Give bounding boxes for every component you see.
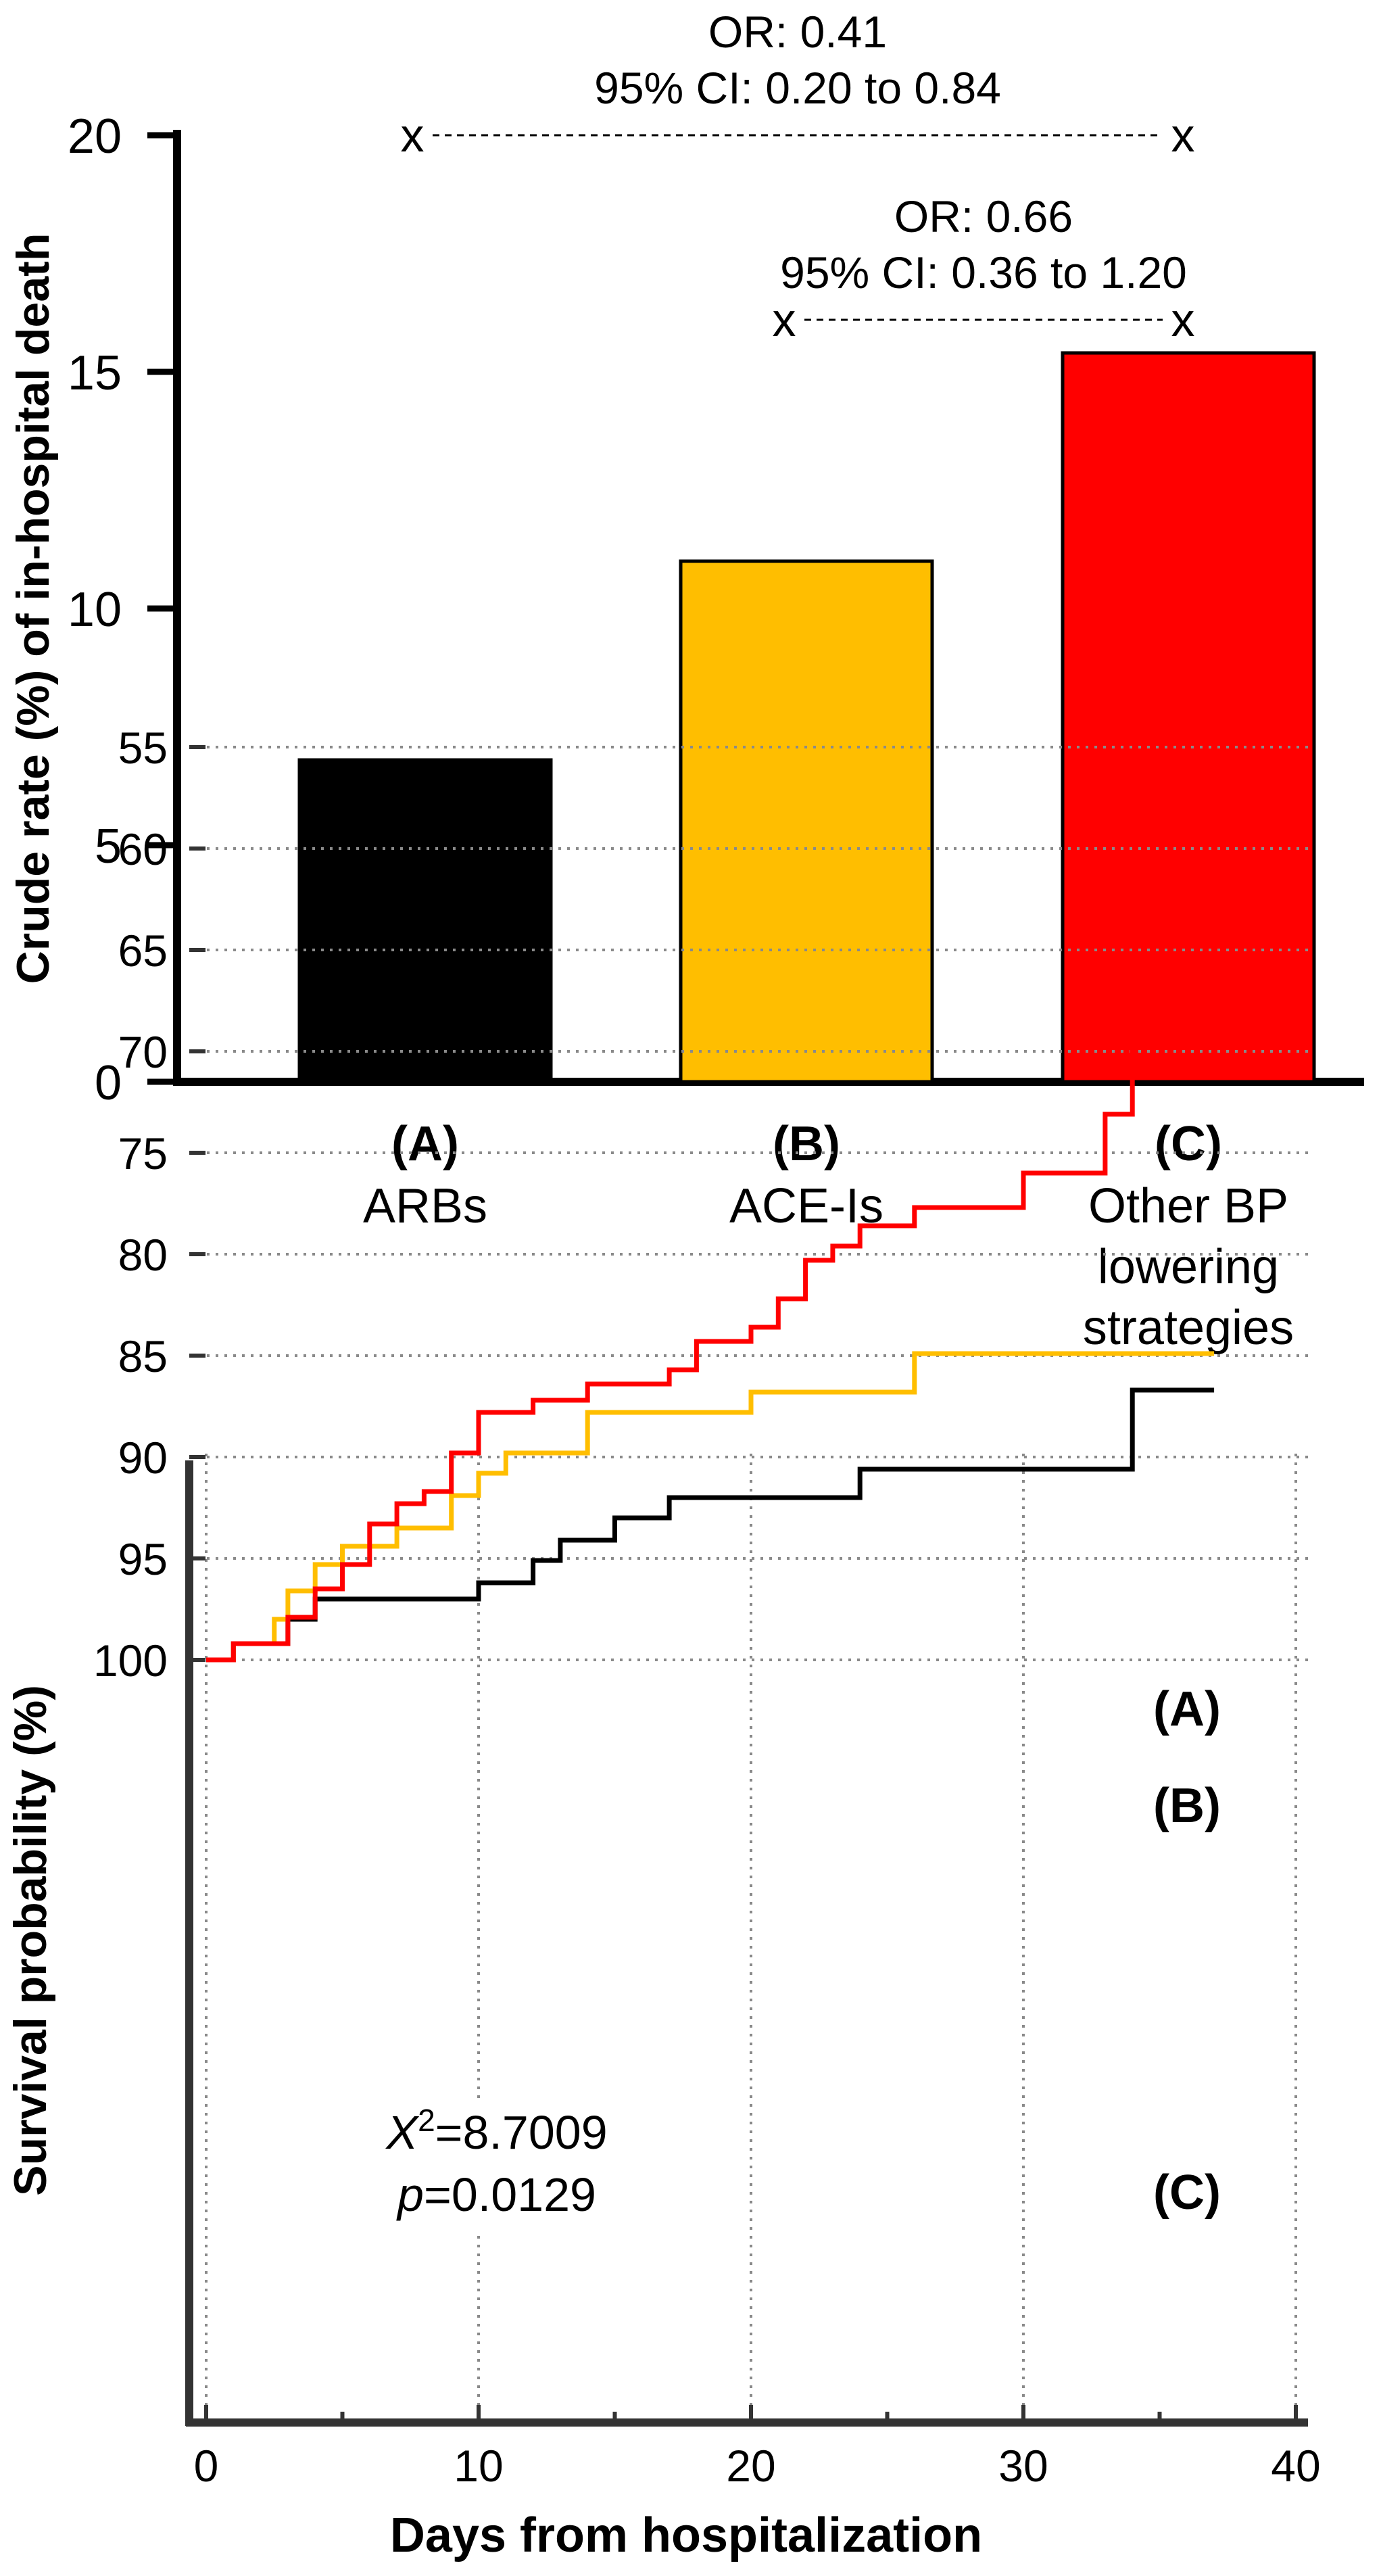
y-tick-label: 15 [68,346,122,400]
odds-ratio-label: OR: 0.66 [894,191,1073,241]
y-tick-label: 80 [118,1230,168,1280]
annotation-background [318,2099,683,2235]
y-tick-label: 5 [95,819,122,874]
chi-square-superscript: 2 [418,2103,435,2138]
comparison-marker-end: x [1171,293,1195,346]
p-symbol: p [396,2168,424,2221]
series-label: (A) [1153,1682,1221,1736]
survival-curve-1 [206,1387,1215,1663]
y-tick-label: 95 [118,1534,168,1584]
category-label: ARBs [363,1179,487,1233]
chi-square-statistic: X2=8.7009 [385,2103,607,2159]
y-tick-label: 0 [95,1056,122,1110]
bar-chart: 0 5 10 15 20 Crude rate (%) of in-hospital de… [7,7,1364,1355]
y-tick-label: 100 [93,1636,168,1686]
x-tick-label: 30 [998,2441,1048,2491]
survival-curve-2 [206,1351,1215,1663]
bar-1 [297,758,553,1084]
comparison-marker-start: x [773,293,796,346]
x-tick-label: 20 [726,2441,775,2491]
x-tick-label: 0 [194,2441,219,2491]
category-code: (C) [1155,1117,1222,1171]
category-code: (B) [773,1117,840,1171]
series-label: (B) [1153,1779,1221,1833]
y-tick-label: 70 [118,1027,168,1077]
y-tick-label: 60 [118,824,168,874]
y-axis-label: Survival probability (%) [5,1685,56,2196]
x-tick-label: 10 [454,2441,503,2491]
chi-square-symbol: X [385,2106,419,2159]
p-value-number: =0.0129 [424,2168,596,2221]
x-axis-label: Days from hospitalization [390,2508,982,2562]
odds-ratio-label: OR: 0.41 [708,7,887,57]
bar-3 [1061,351,1316,1084]
category-label: lowering [1098,1240,1279,1294]
y-tick-label: 65 [118,926,168,976]
confidence-interval-label: 95% CI: 0.36 to 1.20 [780,247,1187,297]
y-tick-label: 90 [118,1433,168,1483]
y-tick-label: 75 [118,1128,168,1178]
comparison-marker-end: x [1171,109,1195,162]
category-code: (A) [391,1117,459,1171]
category-label: Other BP [1088,1179,1288,1233]
chi-square-value: =8.7009 [435,2106,608,2159]
confidence-interval-label: 95% CI: 0.20 to 0.84 [594,63,1001,113]
survival-curve-3 [206,1045,1228,1663]
bar-2 [679,559,934,1084]
y-tick-label: 10 [68,583,122,637]
y-tick-label: 55 [118,723,168,773]
y-tick-label: 85 [118,1331,168,1381]
p-value: p=0.0129 [396,2168,596,2221]
category-label: strategies [1083,1301,1294,1355]
comparison-marker-start: x [401,109,425,162]
x-tick-label: 40 [1271,2441,1320,2491]
y-axis-label: Crude rate (%) of in-hospital death [7,233,59,984]
y-tick-label: 20 [68,110,122,164]
series-label: (C) [1153,2166,1221,2220]
